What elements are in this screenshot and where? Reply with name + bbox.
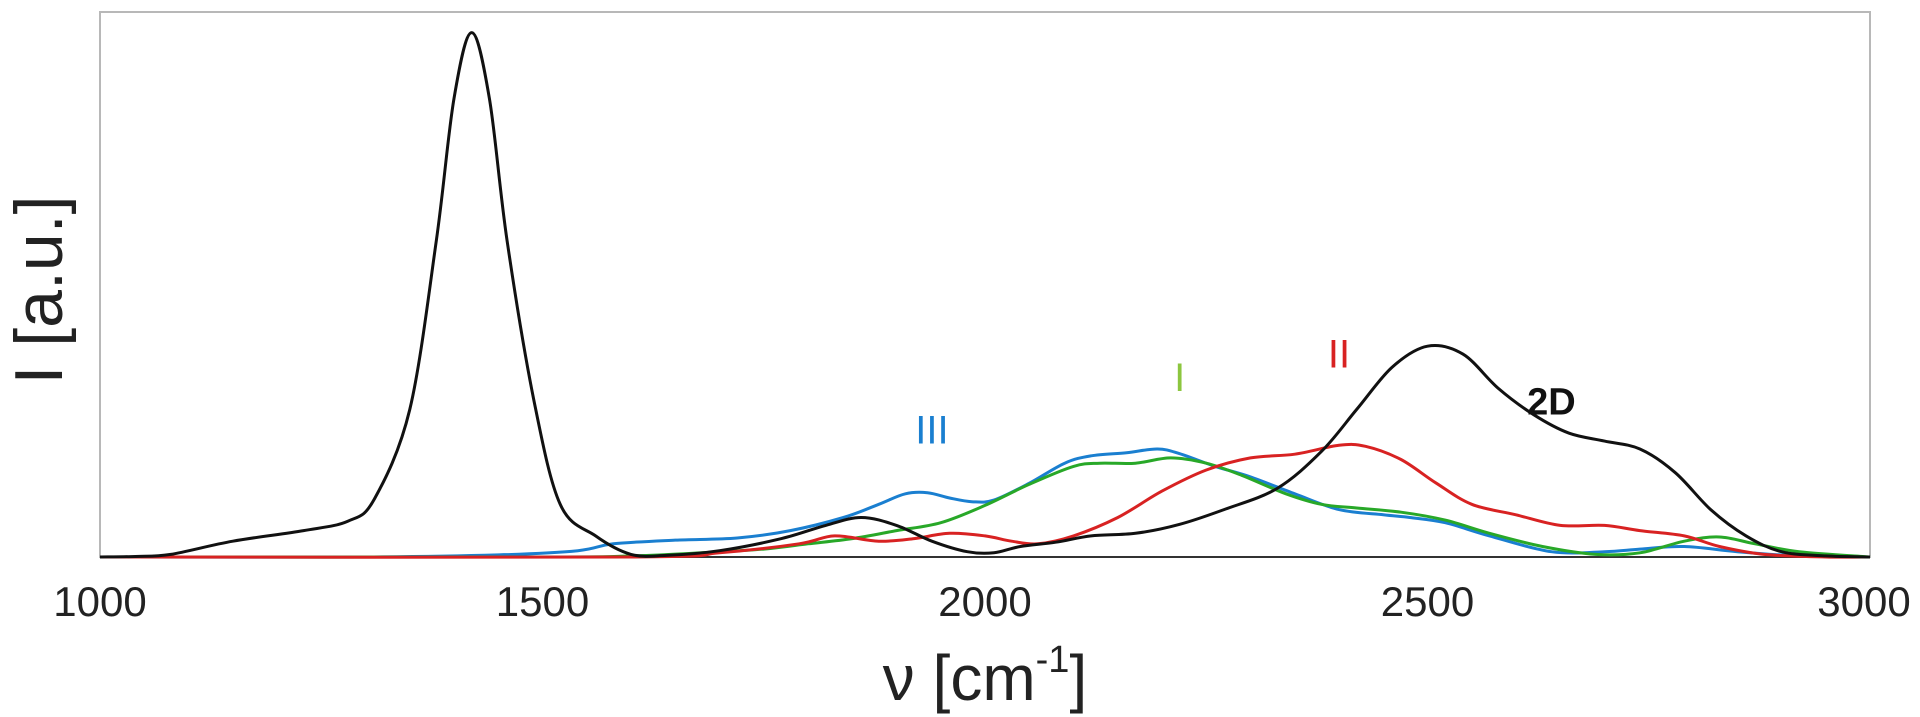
series-label-ii: II bbox=[1328, 332, 1350, 376]
x-axis-title: ν [cm-1] bbox=[883, 639, 1087, 714]
x-tick-label: 1000 bbox=[53, 578, 146, 625]
series-line-i bbox=[99, 456, 1871, 559]
x-tick-labels: 1000 1500 2000 2500 3000 bbox=[53, 578, 1910, 625]
plot-frame bbox=[99, 11, 1871, 558]
series-line-iii bbox=[99, 447, 1871, 559]
x-tick-label: 3000 bbox=[1817, 578, 1910, 625]
series-label-2d: 2D bbox=[1527, 382, 1576, 424]
x-axis-title-end: ] bbox=[1069, 642, 1087, 714]
series-layer bbox=[99, 31, 1871, 559]
series-label-i: I bbox=[1174, 356, 1185, 400]
series-label-iii: III bbox=[915, 409, 948, 453]
series-line-ii bbox=[99, 442, 1871, 559]
y-axis-title: I [a.u.] bbox=[1, 196, 77, 385]
x-tick-label: 1500 bbox=[496, 578, 589, 625]
x-axis-title-main: ν [cm bbox=[883, 642, 1036, 714]
x-tick-label: 2500 bbox=[1381, 578, 1474, 625]
x-tick-label: 2000 bbox=[938, 578, 1031, 625]
series-line-2d bbox=[99, 31, 1871, 559]
x-axis-title-superscript: -1 bbox=[1036, 639, 1070, 681]
